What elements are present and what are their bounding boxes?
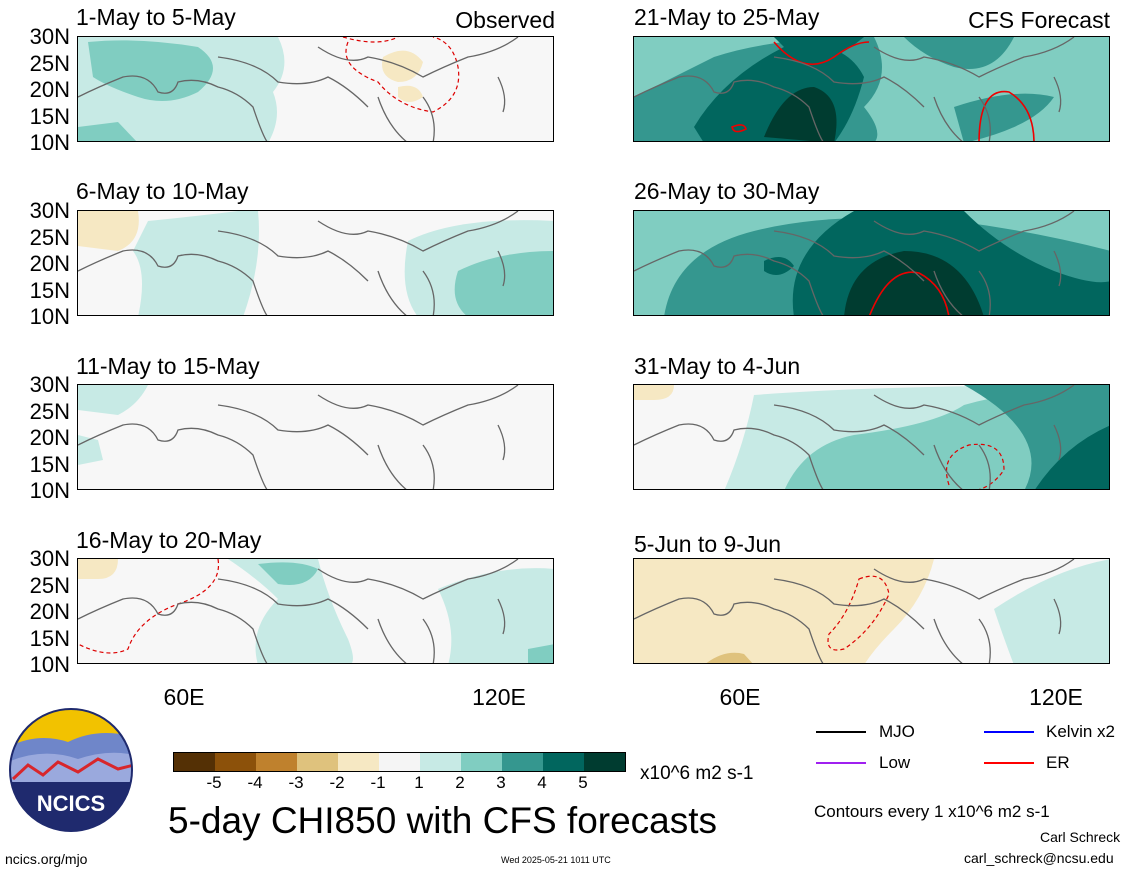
map-panel-forecast-2 <box>633 210 1110 316</box>
panel-title: 26-May to 30-May <box>634 178 820 204</box>
colorbar <box>173 752 626 772</box>
forecast-label: CFS Forecast <box>968 7 1110 33</box>
legend-label-low: Low <box>879 753 911 772</box>
colorbar-swatch <box>174 753 215 771</box>
colorbar-swatch <box>420 753 461 771</box>
colorbar-swatch <box>379 753 420 771</box>
lat-label: 25N <box>29 573 70 598</box>
legend-label-kelvin: Kelvin x2 <box>1046 722 1115 741</box>
lat-label: 30N <box>29 372 70 397</box>
lat-label: 30N <box>29 546 70 571</box>
lat-label: 25N <box>29 399 70 424</box>
map-panel-observed-2 <box>77 210 554 316</box>
lat-label: 20N <box>29 77 70 102</box>
legend-label-er: ER <box>1046 753 1070 772</box>
lat-label: 10N <box>29 478 70 503</box>
colorbar-swatch <box>461 753 502 771</box>
colorbar-label: 4 <box>537 773 547 792</box>
colorbar-swatch <box>338 753 379 771</box>
panel-title: 31-May to 4-Jun <box>634 353 801 379</box>
lon-label: 60E <box>163 684 205 710</box>
colorbar-units: x10^6 m2 s-1 <box>640 763 754 784</box>
legend-line-low <box>816 762 866 764</box>
colorbar-swatch <box>256 753 297 771</box>
logo-text: NCICS <box>37 791 105 816</box>
lat-label: 25N <box>29 225 70 250</box>
legend-line-er <box>984 762 1034 764</box>
lat-label: 10N <box>29 304 70 329</box>
colorbar-label: 2 <box>455 773 465 792</box>
lat-label: 15N <box>29 104 70 129</box>
colorbar-label: -4 <box>247 773 263 792</box>
colorbar-swatch <box>215 753 256 771</box>
legend-line-kelvin <box>984 731 1034 733</box>
contour-note: Contours every 1 x10^6 m2 s-1 <box>814 802 1050 821</box>
lat-label: 25N <box>29 51 70 76</box>
colorbar-label: 1 <box>414 773 424 792</box>
map-panel-forecast-4 <box>633 558 1110 664</box>
colorbar-swatch <box>584 753 625 771</box>
panel-title: 5-Jun to 9-Jun <box>634 531 782 557</box>
lat-label: 30N <box>29 24 70 49</box>
observed-label: Observed <box>455 7 555 33</box>
lat-label: 15N <box>29 626 70 651</box>
panel-title: 21-May to 25-May <box>634 4 820 30</box>
map-panel-observed-4 <box>77 558 554 664</box>
lat-label: 10N <box>29 652 70 677</box>
panel-title: 1-May to 5-May <box>76 4 236 30</box>
colorbar-swatch <box>502 753 543 771</box>
colorbar-label: -2 <box>329 773 345 792</box>
lat-label: 15N <box>29 278 70 303</box>
lat-label: 15N <box>29 452 70 477</box>
lon-label: 120E <box>472 684 526 710</box>
panel-title: 11-May to 15-May <box>76 353 260 379</box>
timestamp: Wed 2025-05-21 1011 UTC <box>501 855 611 865</box>
lat-label: 30N <box>29 198 70 223</box>
lat-label: 20N <box>29 599 70 624</box>
panel-title: 6-May to 10-May <box>76 178 249 204</box>
main-title: 5-day CHI850 with CFS forecasts <box>168 800 718 841</box>
map-panel-forecast-1 <box>633 36 1110 142</box>
lat-label: 20N <box>29 425 70 450</box>
legend-line-mjo <box>816 731 866 733</box>
ncics-logo: NCICS <box>8 707 134 833</box>
map-panel-forecast-3 <box>633 384 1110 490</box>
colorbar-label: -5 <box>206 773 222 792</box>
lon-label: 60E <box>719 684 761 710</box>
lat-label: 10N <box>29 130 70 155</box>
map-panel-observed-3 <box>77 384 554 490</box>
map-panel-observed-1 <box>77 36 554 142</box>
colorbar-label: 5 <box>578 773 588 792</box>
author-email[interactable]: carl_schreck@ncsu.edu <box>964 850 1114 866</box>
legend-label-mjo: MJO <box>879 722 915 741</box>
colorbar-swatch <box>543 753 584 771</box>
author-name: Carl Schreck <box>1040 829 1121 845</box>
lon-label: 120E <box>1029 684 1083 710</box>
colorbar-label: -3 <box>288 773 304 792</box>
colorbar-swatch <box>297 753 338 771</box>
lat-label: 20N <box>29 251 70 276</box>
website-link[interactable]: ncics.org/mjo <box>5 851 88 867</box>
colorbar-label: 3 <box>496 773 506 792</box>
colorbar-label: -1 <box>370 773 386 792</box>
panel-title: 16-May to 20-May <box>76 527 262 553</box>
